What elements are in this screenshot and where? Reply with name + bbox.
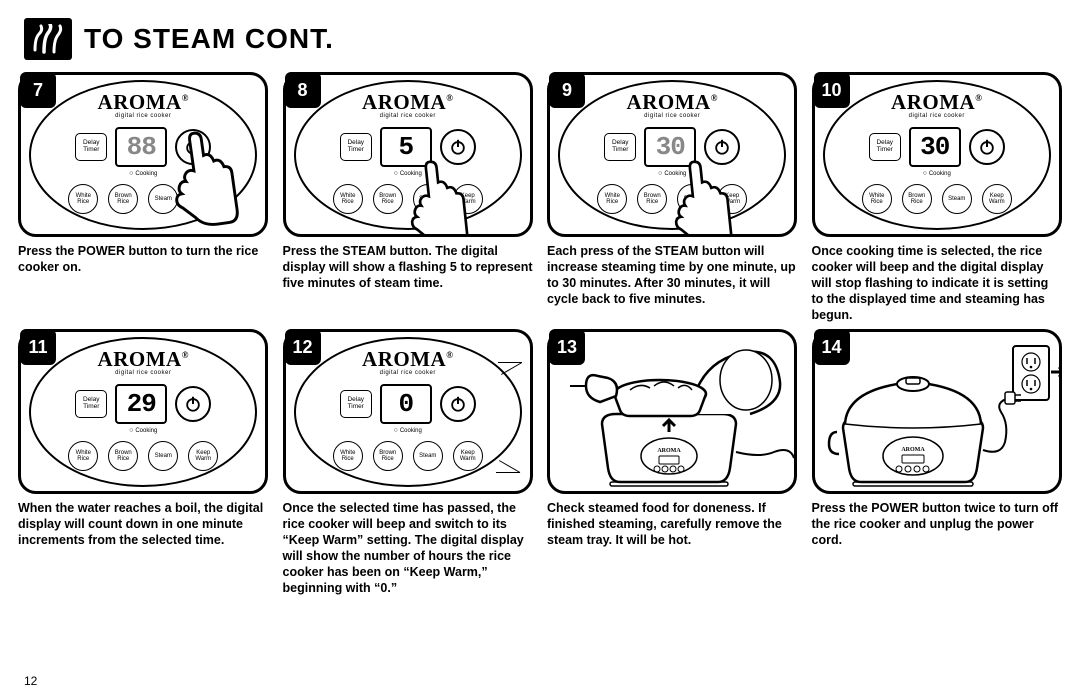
delay-timer-button[interactable]: DelayTimer <box>75 390 107 418</box>
step-cell: 13 AROMA Check steamed food for doneness. … <box>545 329 800 596</box>
delay-timer-button[interactable]: DelayTimer <box>75 133 107 161</box>
cooker-open-illustration: AROMA <box>550 332 797 494</box>
keep-warm-button[interactable]: KeepWarm <box>982 184 1012 214</box>
delay-timer-button[interactable]: DelayTimer <box>340 390 372 418</box>
step-cell: 9AROMA®digital rice cookerDelayTimer30Co… <box>545 72 800 323</box>
steps-grid: 7AROMA®digital rice cookerDelayTimer88Co… <box>0 72 1080 596</box>
lcd-display: 0 <box>380 384 432 424</box>
cooking-indicator: Cooking <box>129 427 157 434</box>
steam-button[interactable]: Steam <box>148 441 178 471</box>
step-cell: 12AROMA®digital rice cooker DelayTimer 0 Co… <box>281 329 536 596</box>
delay-timer-button[interactable]: DelayTimer <box>869 133 901 161</box>
white-rice-button[interactable]: WhiteRice <box>333 441 363 471</box>
step-cell: 8AROMA®digital rice cookerDelayTimer5Coo… <box>281 72 536 323</box>
white-rice-button[interactable]: WhiteRice <box>333 184 363 214</box>
step-number-badge: 10 <box>814 72 850 108</box>
brown-rice-button[interactable]: BrownRice <box>373 184 403 214</box>
step-number-badge: 14 <box>814 329 850 365</box>
step-caption: Check steamed food for doneness. If fini… <box>545 494 800 562</box>
cooking-indicator: Cooking <box>129 170 157 177</box>
brand-logo: AROMA®digital rice cooker <box>560 90 784 119</box>
cooking-indicator: Cooking <box>923 170 951 177</box>
control-panel-oval: AROMA®digital rice cooker DelayTimer 30 Coo… <box>823 80 1051 230</box>
white-rice-button[interactable]: WhiteRice <box>597 184 627 214</box>
power-button[interactable] <box>969 129 1005 165</box>
white-rice-button[interactable]: WhiteRice <box>68 184 98 214</box>
step-number-badge: 13 <box>549 329 585 365</box>
step-number-badge: 11 <box>20 329 56 365</box>
step-number-badge: 9 <box>549 72 585 108</box>
lcd-display: 30 <box>909 127 961 167</box>
step-number-badge: 8 <box>285 72 321 108</box>
cooking-indicator: Cooking <box>394 427 422 434</box>
steam-icon <box>24 18 72 60</box>
step-caption: Once the selected time has passed, the r… <box>281 494 536 596</box>
brown-rice-button[interactable]: BrownRice <box>902 184 932 214</box>
brand-logo: AROMA®digital rice cooker <box>296 90 520 119</box>
page-title: TO STEAM CONT. <box>84 23 334 55</box>
brand-logo: AROMA®digital rice cooker <box>31 90 255 119</box>
step-caption: When the water reaches a boil, the digit… <box>16 494 271 562</box>
control-panel-oval: AROMA®digital rice cooker DelayTimer 29 Coo… <box>29 337 257 487</box>
control-panel-oval: AROMA®digital rice cooker DelayTimer 0 Cook… <box>294 337 522 487</box>
power-button[interactable] <box>440 386 476 422</box>
step-cell: 14 AROMA Press the POWER button twice to t… <box>810 329 1065 596</box>
steam-button[interactable]: Steam <box>942 184 972 214</box>
delay-timer-button[interactable]: DelayTimer <box>604 133 636 161</box>
step-caption: Press the POWER button to turn the rice … <box>16 237 271 315</box>
step-caption: Each press of the STEAM button will incr… <box>545 237 800 315</box>
white-rice-button[interactable]: WhiteRice <box>862 184 892 214</box>
power-button[interactable] <box>175 386 211 422</box>
page-header: TO STEAM CONT. <box>0 0 1080 72</box>
svg-text:AROMA: AROMA <box>658 448 682 454</box>
page-number: 12 <box>24 674 37 688</box>
keep-warm-button[interactable]: KeepWarm <box>188 441 218 471</box>
step-cell: 11AROMA®digital rice cooker DelayTimer 29 C… <box>16 329 271 596</box>
cooker-unplug-illustration: AROMA <box>815 332 1062 494</box>
brown-rice-button[interactable]: BrownRice <box>373 441 403 471</box>
white-rice-button[interactable]: WhiteRice <box>68 441 98 471</box>
step-caption: Press the STEAM button. The digital disp… <box>281 237 536 315</box>
step-cell: 7AROMA®digital rice cookerDelayTimer88Co… <box>16 72 271 323</box>
brand-logo: AROMA®digital rice cooker <box>825 90 1049 119</box>
step-number-badge: 7 <box>20 72 56 108</box>
steam-button[interactable]: Steam <box>413 441 443 471</box>
step-cell: 10AROMA®digital rice cooker DelayTimer 30 C… <box>810 72 1065 323</box>
brand-logo: AROMA®digital rice cooker <box>31 347 255 376</box>
brown-rice-button[interactable]: BrownRice <box>108 441 138 471</box>
brown-rice-button[interactable]: BrownRice <box>637 184 667 214</box>
step-number-badge: 12 <box>285 329 321 365</box>
brand-logo: AROMA®digital rice cooker <box>296 347 520 376</box>
step-caption: Press the POWER button twice to turn off… <box>810 494 1065 562</box>
delay-timer-button[interactable]: DelayTimer <box>340 133 372 161</box>
step-caption: Once cooking time is selected, the rice … <box>810 237 1065 323</box>
brown-rice-button[interactable]: BrownRice <box>108 184 138 214</box>
lcd-display: 29 <box>115 384 167 424</box>
svg-text:AROMA: AROMA <box>901 447 925 453</box>
keep-warm-button[interactable]: KeepWarm <box>453 441 483 471</box>
